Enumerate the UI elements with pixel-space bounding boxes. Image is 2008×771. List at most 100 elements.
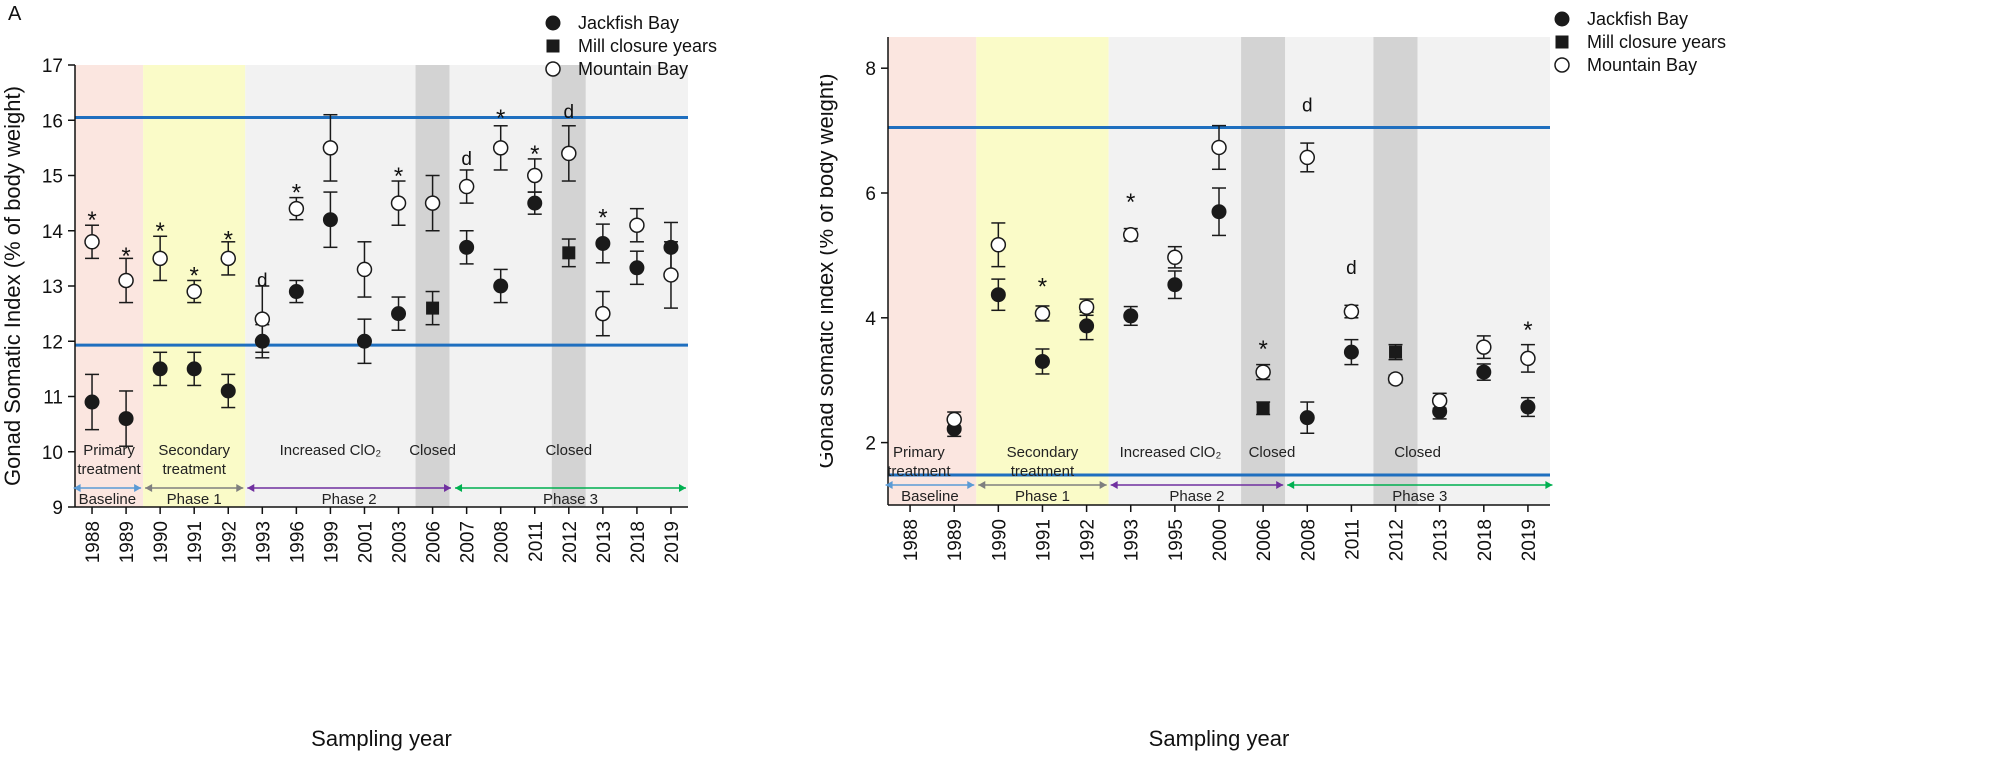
y-axis-label: Gonad Somatic Index (% of body weight) [0, 86, 25, 486]
significance-mark: * [1126, 189, 1135, 216]
period-label: Primary [83, 442, 135, 459]
x-tick-label: 2008 [492, 521, 513, 563]
phase-arrow-head-left [885, 481, 893, 489]
data-point [1343, 344, 1359, 360]
period-label: Closed [1394, 444, 1441, 461]
phase-arrow-head-right [236, 484, 244, 492]
y-tick-label: 13 [42, 277, 63, 298]
data-point [492, 140, 509, 156]
phase-arrow-head-left [1110, 481, 1118, 489]
significance-mark: * [598, 204, 607, 231]
data-point [186, 361, 202, 377]
x-tick-label: 2018 [628, 521, 649, 563]
phase-arrow-head-left [247, 484, 255, 492]
data-point [990, 237, 1007, 253]
phase-label: Phase 1 [167, 491, 222, 508]
data-point [424, 195, 441, 211]
x-tick-label: 2012 [1387, 519, 1408, 561]
x-tick-label: 1992 [1078, 519, 1099, 561]
phase-arrow-head-right [1545, 481, 1553, 489]
data-point [1476, 339, 1492, 355]
phase-label: Phase 3 [1392, 488, 1447, 505]
x-tick-label: 1993 [253, 521, 274, 563]
phase-arrow-head-left [73, 484, 81, 492]
data-point [220, 383, 236, 399]
x-tick-label: 1990 [151, 521, 172, 563]
data-point [1078, 299, 1095, 315]
legend-label: Jackfish Bay [1587, 9, 1688, 29]
data-point [84, 394, 100, 410]
x-tick-label: 2012 [560, 521, 581, 563]
legend-marker [1555, 35, 1569, 49]
period-region-6 [585, 65, 688, 507]
legend-label: Mill closure years [1587, 32, 1726, 52]
period-label: treatment [163, 461, 227, 478]
y-tick-label: 15 [42, 167, 63, 188]
period-region-3 [415, 65, 450, 507]
y-tick-label: 9 [52, 498, 63, 519]
data-point [186, 283, 202, 300]
x-tick-label: 1996 [287, 521, 308, 563]
x-tick-label: 2013 [1431, 519, 1452, 561]
data-point [595, 235, 611, 251]
y-tick-label: 12 [42, 332, 63, 353]
significance-mark: * [87, 207, 96, 234]
period-label: Secondary [158, 442, 230, 459]
phase-label: Phase 2 [322, 491, 377, 508]
legend-marker [545, 15, 561, 31]
x-tick-label: 1995 [1166, 519, 1187, 561]
panel-a-chart: A 9 10 11 12 13 14 15 16 17 1988 1989 1990 1991 1992 19… [0, 3, 717, 751]
legend-marker [546, 39, 560, 53]
y-tick-label: 11 [43, 388, 63, 409]
phase-label: Baseline [79, 491, 137, 508]
y-tick-label: 17 [42, 56, 63, 77]
x-tick-label: 2013 [594, 521, 615, 563]
data-point [493, 278, 509, 294]
period-region-0 [75, 65, 144, 507]
significance-mark: * [530, 141, 539, 168]
data-point [1167, 249, 1183, 266]
data-point [1389, 345, 1403, 359]
data-point [1211, 139, 1227, 156]
x-tick-label: 2006 [1254, 519, 1275, 561]
data-point [254, 311, 271, 327]
y-tick-label: 4 [865, 309, 876, 330]
data-point [1299, 410, 1315, 426]
period-label: Closed [1249, 444, 1296, 461]
y-tick-label: 14 [42, 222, 64, 243]
legend-marker [1554, 57, 1570, 73]
x-tick-label: 1992 [219, 521, 240, 563]
period-label: Secondary [1007, 444, 1079, 461]
significance-mark: * [496, 105, 505, 132]
x-tick-label: 1989 [117, 521, 138, 563]
y-tick-label: 16 [42, 111, 63, 132]
data-point [322, 212, 338, 228]
data-point [1079, 318, 1095, 334]
data-point [1299, 149, 1316, 166]
period-region-1 [976, 37, 1109, 505]
y-tick-label: 6 [865, 184, 876, 205]
legend-marker [545, 61, 561, 77]
data-point [1034, 353, 1050, 369]
x-tick-label: 1989 [945, 519, 966, 561]
period-region-3 [1241, 37, 1286, 505]
data-point [990, 287, 1006, 303]
data-point [220, 250, 236, 267]
data-point [84, 234, 100, 250]
x-tick-label: 2008 [1298, 519, 1319, 561]
data-point [946, 411, 962, 428]
phase-arrow-head-left [145, 484, 153, 492]
x-axis-label: Sampling year [311, 726, 452, 751]
period-label: Increased ClO₂ [1120, 444, 1222, 461]
phase-label: Phase 3 [543, 491, 598, 508]
x-tick-label: 2003 [390, 521, 411, 563]
phase-arrow-head-right [679, 484, 686, 492]
x-tick-label: 1991 [185, 521, 206, 563]
period-region-4 [1285, 37, 1374, 505]
data-point [1255, 364, 1271, 380]
data-point [1167, 277, 1183, 293]
y-tick-label: 2 [865, 434, 876, 455]
legend-label: Mill closure years [578, 36, 717, 56]
data-point [322, 140, 339, 156]
data-point [562, 246, 576, 260]
